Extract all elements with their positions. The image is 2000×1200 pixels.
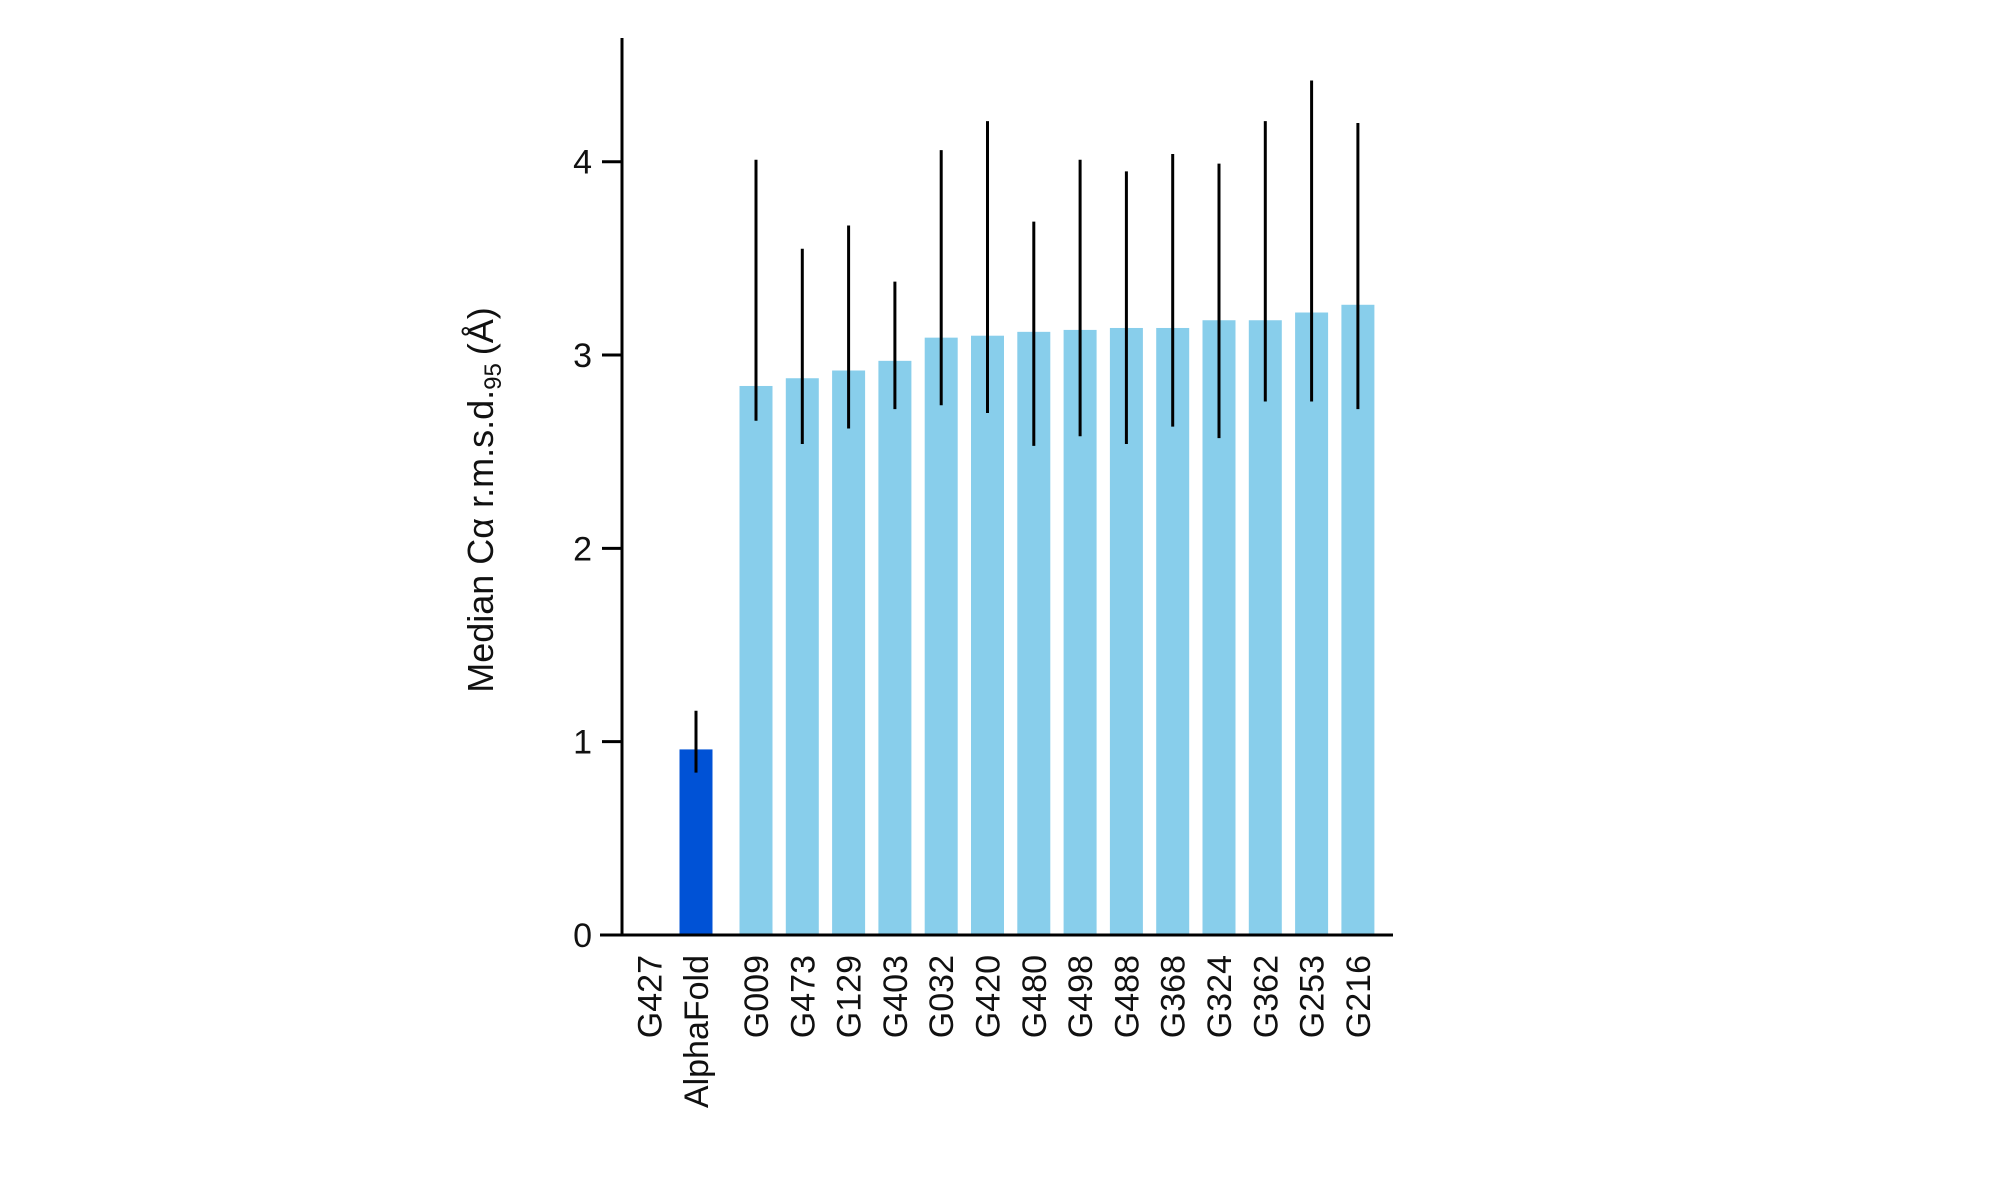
x-tick-label: G216 — [1340, 955, 1378, 1038]
x-tick-label: G032 — [923, 955, 961, 1038]
bar-g129 — [832, 370, 866, 935]
bar-g403 — [878, 360, 912, 936]
x-tick-label: G253 — [1294, 955, 1332, 1038]
y-tick-label: 0 — [573, 917, 592, 955]
x-tick-label: G427 — [632, 955, 670, 1038]
x-tick-label: G498 — [1062, 955, 1100, 1038]
bar-g362 — [1248, 320, 1282, 935]
bar-g420 — [971, 335, 1004, 936]
x-tick-label: AlphaFold — [678, 955, 716, 1108]
x-tick-label: G420 — [970, 955, 1008, 1038]
bar-g216 — [1341, 304, 1375, 936]
x-tick-label: G009 — [738, 955, 776, 1038]
y-tick-label: 4 — [573, 144, 592, 182]
y-axis-label-unit: (Å) — [460, 307, 501, 355]
y-tick-label: 3 — [573, 337, 592, 375]
x-tick-label: G129 — [831, 955, 869, 1038]
x-tick-label: G488 — [1108, 955, 1146, 1038]
bar-g253 — [1295, 312, 1329, 935]
x-tick-label: G473 — [784, 955, 822, 1038]
x-tick-label: G480 — [1016, 955, 1054, 1038]
bar-g473 — [785, 378, 819, 935]
bar-g032 — [924, 337, 958, 935]
bar-alphafold — [679, 749, 713, 935]
x-tick-label: G403 — [877, 955, 915, 1038]
y-axis-label: Median Cα r.m.s.d.95 (Å) — [460, 307, 507, 693]
x-tick-label: G324 — [1201, 955, 1239, 1038]
x-tick-label: G362 — [1247, 955, 1285, 1038]
bars-group — [679, 304, 1375, 936]
error-bars-group — [694, 80, 1360, 773]
bar-g009 — [739, 385, 773, 936]
y-tick-label: 1 — [573, 724, 592, 762]
x-tick-labels-group: G427 AlphaFold G009 G473 G129 G403 G032 G420 G48… — [632, 955, 1378, 1108]
y-tick-label: 2 — [573, 530, 592, 568]
y-axis-label-main: Median Cα r.m.s.d. — [460, 390, 501, 693]
x-tick-label: G368 — [1155, 955, 1193, 1038]
y-axis-label-subscript: 95 — [480, 363, 507, 390]
y-ticks-group: 0 1 2 3 4 — [573, 144, 622, 955]
bar-g368 — [1156, 327, 1190, 935]
